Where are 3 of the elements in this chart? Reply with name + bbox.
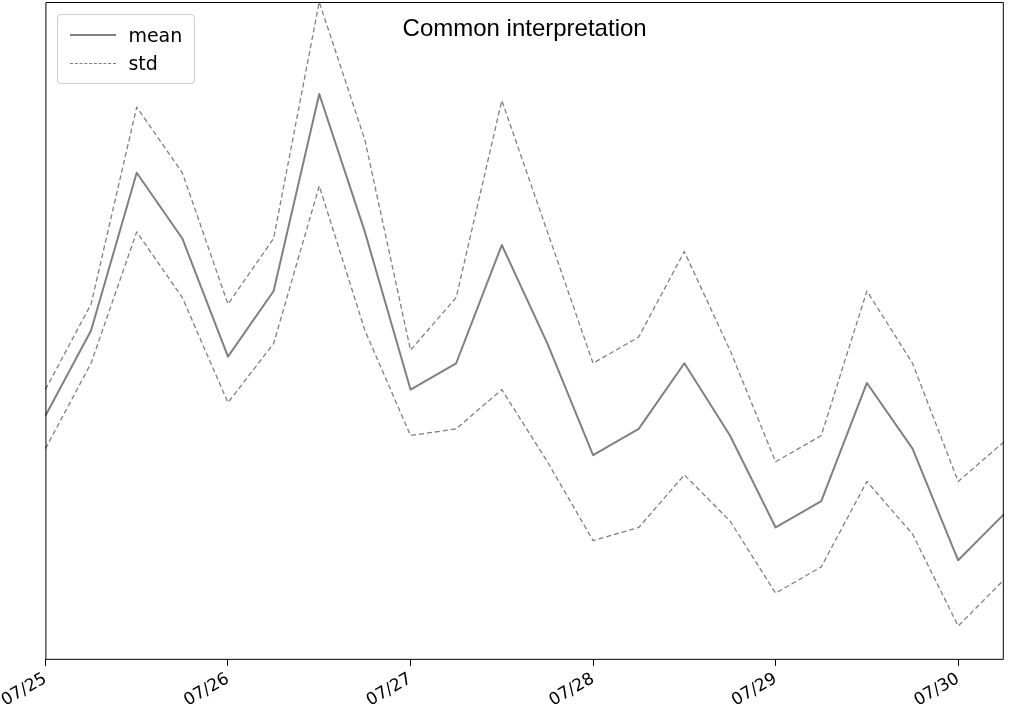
legend-label: std — [128, 52, 158, 74]
legend-label: mean — [128, 24, 183, 46]
text: Common interpretation — [402, 14, 647, 42]
